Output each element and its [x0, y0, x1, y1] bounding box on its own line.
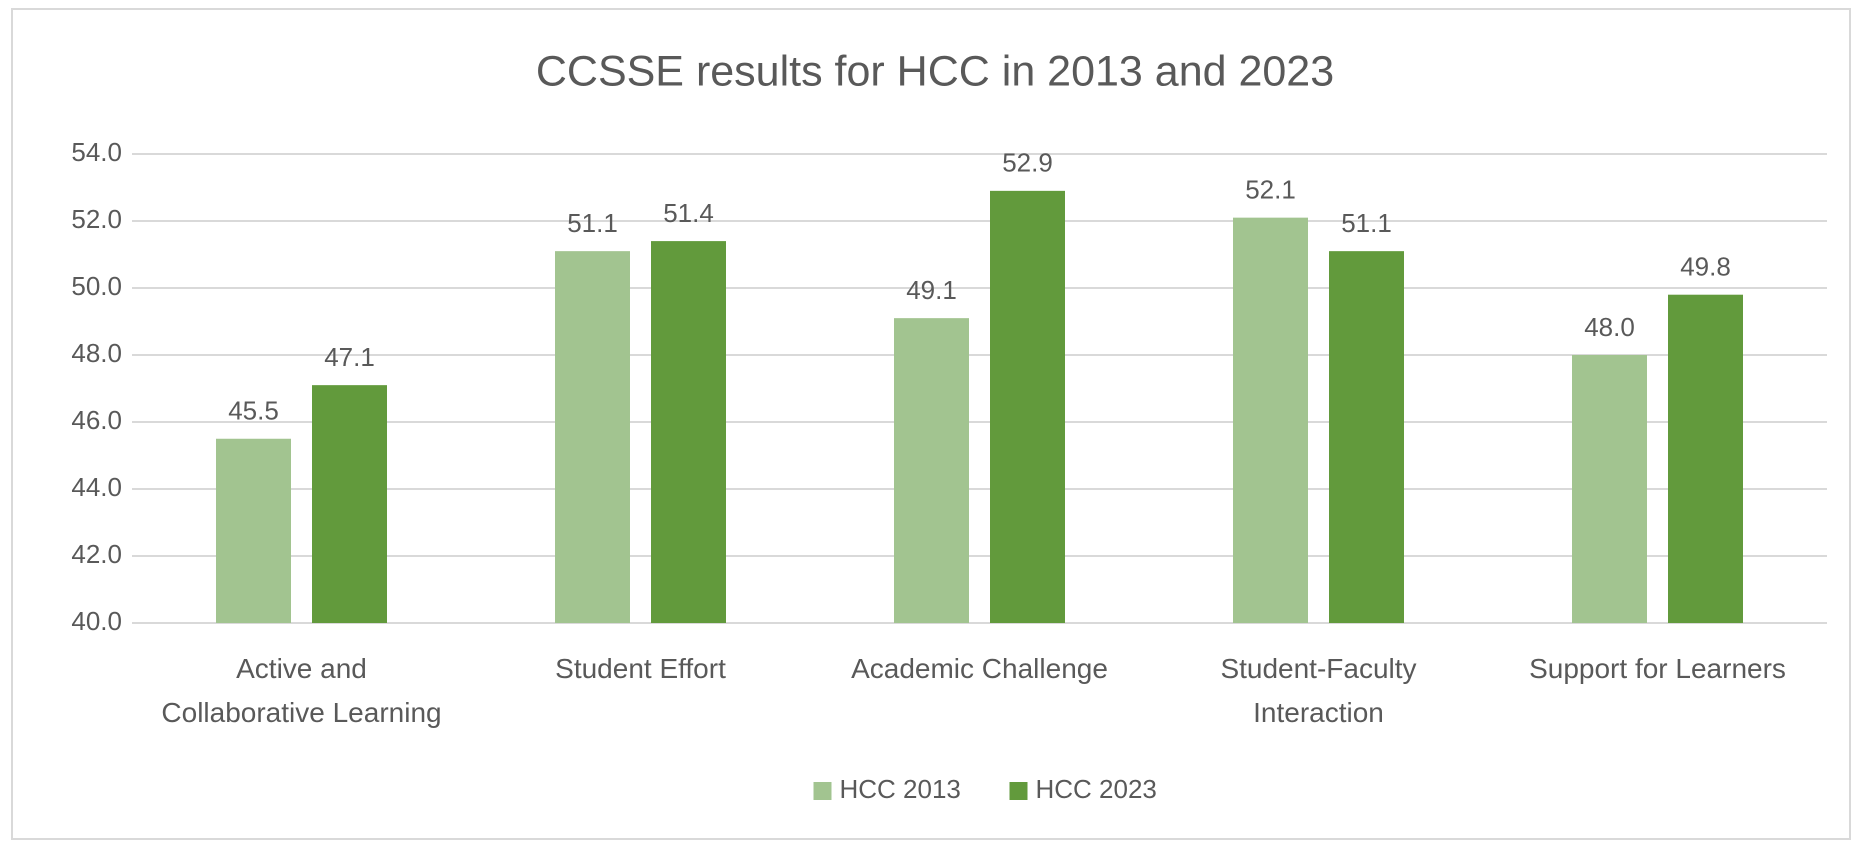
legend-swatch: [1009, 782, 1028, 800]
bar: [1233, 217, 1308, 623]
data-label: 52.1: [1245, 175, 1296, 205]
y-tick-label: 52.0: [71, 204, 122, 234]
bar: [1572, 355, 1647, 623]
x-tick-label: Support for Learners: [1529, 653, 1786, 684]
data-label: 51.1: [567, 208, 618, 238]
data-label: 45.5: [228, 396, 279, 426]
bar: [216, 438, 291, 623]
bar: [1668, 294, 1743, 623]
legend-swatch: [813, 782, 832, 800]
data-label: 52.9: [1002, 148, 1053, 178]
y-tick-label: 40.0: [71, 606, 122, 636]
legend-label: HCC 2023: [1036, 774, 1157, 804]
y-tick-label: 48.0: [71, 338, 122, 368]
data-label: 49.8: [1680, 252, 1731, 282]
bar: [990, 190, 1065, 623]
x-tick-label: Academic Challenge: [851, 653, 1108, 684]
bar: [555, 251, 630, 623]
y-tick-label: 54.0: [71, 137, 122, 167]
chart-title: CCSSE results for HCC in 2013 and 2023: [536, 47, 1334, 95]
data-label: 47.1: [324, 342, 375, 372]
x-tick-label: Student-Faculty Interaction: [1220, 653, 1417, 728]
y-tick-label: 44.0: [71, 472, 122, 502]
y-tick-label: 50.0: [71, 271, 122, 301]
x-tick-label: Active and Collaborative Learning: [161, 653, 442, 728]
y-tick-label: 46.0: [71, 405, 122, 435]
data-label: 48.0: [1584, 312, 1635, 342]
data-label: 51.1: [1341, 208, 1392, 238]
legend-label: HCC 2013: [840, 774, 961, 804]
bar: [312, 385, 387, 623]
data-label: 51.4: [663, 198, 714, 228]
y-tick-label: 42.0: [71, 539, 122, 569]
bar: [894, 318, 969, 623]
x-tick-label: Student Effort: [555, 653, 726, 684]
data-label: 49.1: [906, 275, 957, 305]
bar: [1329, 251, 1404, 623]
bar: [651, 241, 726, 623]
